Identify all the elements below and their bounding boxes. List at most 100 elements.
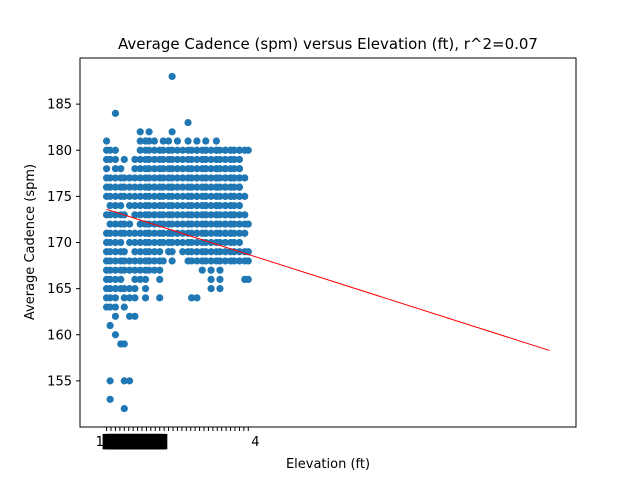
- data-point: [106, 202, 114, 210]
- data-point: [188, 220, 196, 228]
- data-point: [131, 285, 139, 293]
- data-point: [131, 257, 139, 265]
- data-point: [145, 202, 153, 210]
- data-point: [230, 248, 238, 256]
- data-point: [235, 220, 244, 228]
- data-point: [168, 155, 176, 164]
- data-point: [131, 165, 139, 173]
- data-point: [221, 229, 229, 237]
- data-point: [131, 266, 139, 274]
- data-point: [131, 229, 139, 237]
- data-point: [111, 183, 120, 191]
- data-point: [136, 238, 144, 247]
- data-point: [111, 266, 120, 274]
- data-point: [216, 229, 224, 237]
- data-point: [207, 192, 215, 200]
- data-point: [106, 183, 114, 191]
- y-axis-label: Average Cadence (spm): [23, 164, 38, 320]
- data-point: [150, 183, 158, 191]
- data-point: [126, 257, 134, 265]
- data-point: [136, 146, 144, 154]
- data-point: [106, 266, 114, 274]
- data-point: [156, 275, 164, 283]
- data-point: [216, 275, 224, 283]
- data-point: [126, 229, 134, 237]
- data-point: [156, 294, 164, 302]
- data-point: [221, 248, 229, 256]
- data-point: [120, 266, 128, 274]
- data-point: [202, 220, 210, 228]
- data-point: [230, 220, 238, 228]
- data-point: [179, 146, 187, 154]
- data-point: [230, 202, 238, 210]
- data-point: [230, 238, 238, 247]
- data-point: [188, 211, 196, 219]
- data-point: [111, 220, 120, 228]
- data-point: [106, 257, 114, 265]
- data-point: [179, 183, 187, 191]
- data-point: [235, 229, 244, 237]
- data-point: [111, 303, 120, 311]
- x-tick-label: █: [156, 433, 168, 450]
- data-point: [168, 211, 176, 219]
- data-point: [150, 174, 158, 182]
- data-point: [235, 257, 244, 265]
- x-tick-label: █: [151, 433, 163, 450]
- data-point: [216, 192, 224, 200]
- data-point: [120, 155, 128, 164]
- data-point: [244, 257, 252, 265]
- data-point: [193, 183, 201, 191]
- data-point: [221, 155, 229, 164]
- data-point: [111, 331, 120, 339]
- data-point: [111, 238, 120, 247]
- data-point: [111, 174, 120, 182]
- data-point: [207, 183, 215, 191]
- data-point: [126, 266, 134, 274]
- data-point: [173, 211, 182, 219]
- data-point: [212, 137, 220, 145]
- data-point: [159, 183, 167, 191]
- data-point: [244, 220, 252, 228]
- data-point: [235, 155, 244, 164]
- data-point: [145, 229, 153, 237]
- x-tick-label: █: [130, 433, 142, 450]
- data-point: [145, 257, 153, 265]
- data-point: [216, 165, 224, 173]
- x-tick-label: █: [148, 433, 160, 450]
- data-point: [150, 257, 158, 265]
- x-tick-label: █: [135, 433, 147, 450]
- data-point: [241, 192, 249, 200]
- data-point: [136, 174, 144, 182]
- data-point: [136, 220, 144, 228]
- data-point: [150, 155, 158, 164]
- data-point: [117, 165, 125, 173]
- data-point: [207, 202, 215, 210]
- data-point: [136, 128, 144, 136]
- data-point: [131, 294, 139, 302]
- data-point: [150, 192, 158, 200]
- data-point: [126, 294, 134, 302]
- data-point: [221, 211, 229, 219]
- data-point: [179, 192, 187, 200]
- y-tick-label: 170: [47, 236, 72, 251]
- x-tick-label: █: [115, 433, 127, 450]
- data-point: [145, 128, 153, 136]
- data-point: [120, 257, 128, 265]
- data-point: [207, 220, 215, 228]
- data-point: [230, 155, 238, 164]
- plot-area: 1551601651701751801851██████████████████…: [47, 72, 550, 450]
- data-point: [230, 192, 238, 200]
- data-point: [202, 165, 210, 173]
- data-point: [173, 155, 182, 164]
- data-point: [235, 165, 244, 173]
- data-point: [202, 257, 210, 265]
- data-point: [235, 211, 244, 219]
- data-point: [188, 202, 196, 210]
- data-point: [159, 229, 167, 237]
- data-point: [173, 146, 182, 154]
- data-point: [145, 266, 153, 274]
- data-point: [106, 285, 114, 293]
- data-point: [145, 146, 153, 154]
- data-point: [216, 257, 224, 265]
